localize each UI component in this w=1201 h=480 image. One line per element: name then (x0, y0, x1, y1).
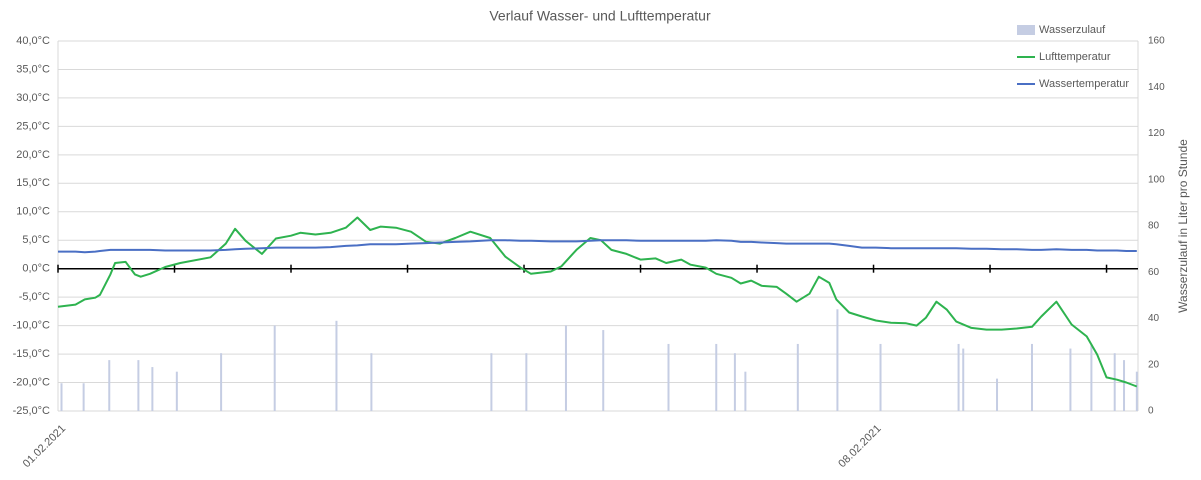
legend-label: Wasserzulauf (1039, 24, 1106, 36)
chart-title: Verlauf Wasser- und Lufttemperatur (489, 8, 711, 24)
legend-swatch (1017, 25, 1035, 35)
bar (273, 325, 276, 411)
bar (151, 367, 154, 411)
y2-tick-label: 0 (1148, 406, 1154, 417)
line (57, 216, 1138, 388)
y-tick-label: 40,0°C (16, 35, 50, 47)
y2-axis-label: Wasserzulauf in Liter pro Stunde (1176, 139, 1190, 313)
y2-tick-label: 160 (1148, 36, 1165, 47)
bar (962, 348, 965, 411)
y-tick-label: -15,0°C (13, 348, 50, 360)
x-tick-label: 01.02.2021 (21, 423, 68, 470)
bar (957, 343, 960, 411)
y2-tick-label: 120 (1148, 128, 1165, 139)
bar (220, 353, 223, 411)
bar (836, 309, 839, 411)
bar (370, 353, 373, 411)
y-tick-label: 20,0°C (16, 149, 50, 161)
bar (525, 353, 528, 411)
bar (1123, 360, 1126, 411)
y2-tick-label: 40 (1148, 313, 1160, 324)
y-tick-label: 5,0°C (22, 234, 50, 246)
bar (879, 343, 882, 411)
y2-tick-label: 80 (1148, 221, 1160, 232)
y-tick-label: 15,0°C (16, 177, 50, 189)
bar (996, 378, 999, 411)
bar (60, 383, 63, 411)
bar (1090, 343, 1093, 411)
bar (1069, 348, 1072, 411)
bar (1113, 353, 1116, 411)
bar (715, 343, 718, 411)
bar (1135, 371, 1138, 411)
bar (667, 343, 670, 411)
legend-label: Lufttemperatur (1039, 51, 1111, 63)
y-tick-label: 25,0°C (16, 120, 50, 132)
y2-tick-label: 100 (1148, 174, 1165, 185)
bar (335, 320, 338, 411)
y-tick-label: 35,0°C (16, 63, 50, 75)
y2-tick-label: 20 (1148, 359, 1160, 370)
bar (82, 383, 85, 411)
y-tick-label: -5,0°C (19, 291, 50, 303)
bar (796, 343, 799, 411)
bar (564, 325, 567, 411)
bar (137, 360, 140, 411)
y-tick-label: -25,0°C (13, 405, 50, 417)
bar (733, 353, 736, 411)
y2-tick-label: 140 (1148, 82, 1165, 93)
bar (108, 360, 111, 411)
y-tick-label: -20,0°C (13, 376, 50, 388)
y-tick-label: 0,0°C (22, 263, 50, 275)
bar (602, 330, 605, 411)
bar (1030, 343, 1033, 411)
legend-label: Wassertemperatur (1039, 78, 1129, 90)
y2-tick-label: 60 (1148, 267, 1160, 278)
bar (744, 371, 747, 411)
bar (490, 353, 493, 411)
y-tick-label: -10,0°C (13, 320, 50, 332)
y-tick-label: 30,0°C (16, 92, 50, 104)
bar (175, 371, 178, 411)
y-tick-label: 10,0°C (16, 206, 50, 218)
x-tick-label: 08.02.2021 (836, 423, 883, 470)
line (58, 239, 1137, 254)
